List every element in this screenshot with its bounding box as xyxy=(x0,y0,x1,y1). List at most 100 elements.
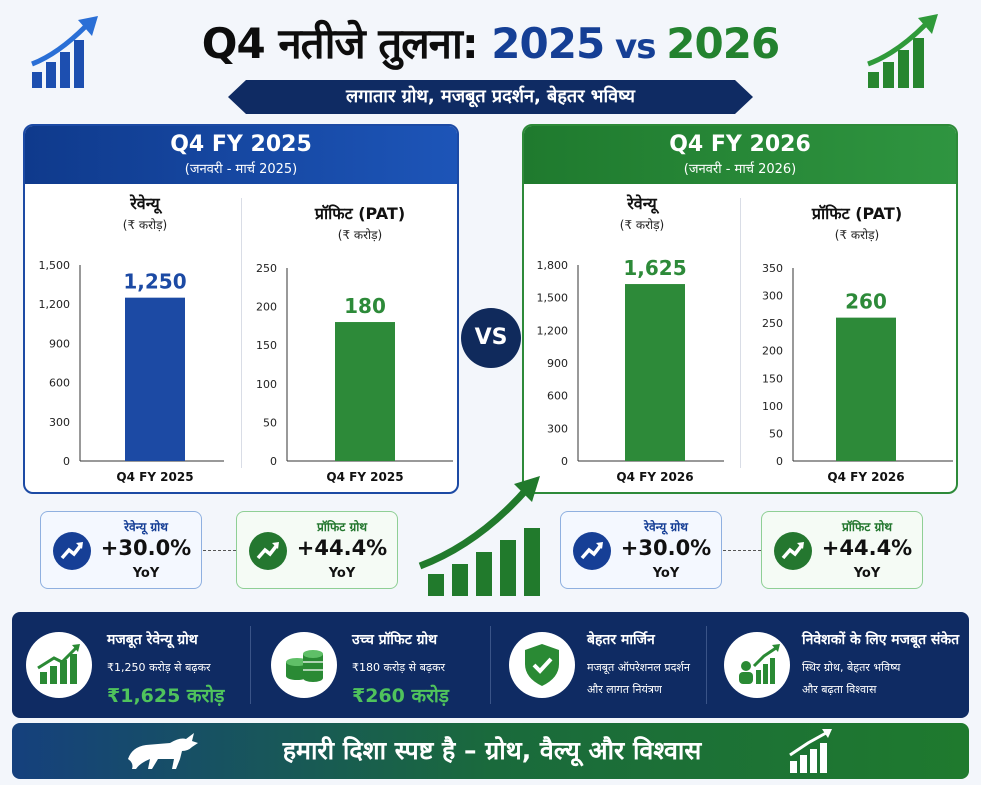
y-tick-label: 1,500 xyxy=(39,259,71,272)
y-tick-label: 100 xyxy=(256,378,277,391)
feature-value: ₹1,625 करोड़ xyxy=(107,685,225,707)
y-tick-label: 50 xyxy=(769,427,783,440)
bar-value-label: 180 xyxy=(344,294,386,318)
feature-profit-growth: उच्च प्रॉफिट ग्रोथ ₹180 करोड़ से बढ़कर ₹… xyxy=(257,612,492,718)
growth-chart-icon xyxy=(789,729,832,773)
connector-line xyxy=(203,550,236,551)
profit-chart-title: प्रॉफिट (PAT) xyxy=(811,204,903,223)
growth-suffix: YoY xyxy=(652,566,680,581)
growth-label: प्रॉफिट ग्रोथ xyxy=(316,520,368,534)
panel-title: Q4 FY 2025 xyxy=(170,132,312,157)
panel-header: Q4 FY 2025 (जनवरी - मार्च 2025) xyxy=(25,126,457,184)
y-tick-label: 900 xyxy=(49,337,70,350)
feature-better-margin: बेहतर मार्जिन मजबूत ऑपरेशनल प्रदर्शन और … xyxy=(495,612,705,718)
shield-check-icon xyxy=(509,632,575,698)
growth-suffix: YoY xyxy=(328,566,356,581)
blue-growth-chart-icon xyxy=(31,16,98,88)
growth-suffix: YoY xyxy=(132,566,160,581)
growth-value: +30.0% xyxy=(620,536,712,560)
panel-fy2025: Q4 FY 2025 (जनवरी - मार्च 2025) रेवेन्यू… xyxy=(23,124,459,494)
y-tick-label: 900 xyxy=(547,357,568,370)
y-tick-label: 250 xyxy=(256,262,277,275)
feature-line: स्थिर ग्रोथ, बेहतर भविष्य xyxy=(802,661,901,674)
feature-title: मजबूत रेवेन्यू ग्रोथ xyxy=(107,632,198,648)
y-tick-label: 200 xyxy=(256,301,277,314)
y-tick-label: 300 xyxy=(762,290,783,303)
vs-badge: VS xyxy=(461,308,521,368)
profit-growth-card-2026: प्रॉफिट ग्रोथ +44.4% YoY xyxy=(761,511,923,589)
separator xyxy=(250,626,251,704)
revenue-growth-card-2026: रेवेन्यू ग्रोथ +30.0% YoY xyxy=(560,511,722,589)
footer-text: हमारी दिशा स्पष्ट है – ग्रोथ, वैल्यू और … xyxy=(282,736,702,765)
feature-line: मजबूत ऑपरेशनल प्रदर्शन xyxy=(587,661,691,674)
y-tick-label: 350 xyxy=(762,262,783,275)
page-title: Q4 नतीजे तुलना: 2025 vs 2026 xyxy=(0,14,981,71)
title-year-2025: 2025 xyxy=(491,19,605,68)
title-text: Q4 नतीजे तुलना: xyxy=(201,19,492,68)
profit-growth-card-2025: प्रॉफिट ग्रोथ +44.4% YoY xyxy=(236,511,398,589)
feature-title: निवेशकों के लिए मजबूत संकेत xyxy=(802,632,960,648)
feature-title: बेहतर मार्जिन xyxy=(587,632,655,648)
revenue-growth-card-2025: रेवेन्यू ग्रोथ +30.0% YoY xyxy=(40,511,202,589)
y-tick-label: 1,500 xyxy=(537,292,569,305)
trend-up-icon xyxy=(573,532,611,570)
feature-line: ₹1,250 करोड़ से बढ़कर xyxy=(107,661,211,674)
green-growth-chart-icon xyxy=(867,14,938,88)
trend-up-icon xyxy=(53,532,91,570)
x-category-label: Q4 FY 2025 xyxy=(116,470,193,484)
growth-label: रेवेन्यू ग्रोथ xyxy=(644,520,688,534)
y-tick-label: 300 xyxy=(49,416,70,429)
bar-value-label: 1,250 xyxy=(123,270,186,294)
profit-chart-unit: (₹ करोड़) xyxy=(834,228,880,242)
revenue-chart-title: रेवेन्यू xyxy=(130,194,160,213)
y-tick-label: 300 xyxy=(547,422,568,435)
y-tick-label: 150 xyxy=(256,339,277,352)
y-tick-label: 0 xyxy=(270,455,277,468)
profit-chart-unit: (₹ करोड़) xyxy=(337,228,383,242)
bar xyxy=(125,297,185,461)
x-category-label: Q4 FY 2026 xyxy=(827,470,904,484)
title-year-2026: 2026 xyxy=(666,19,780,68)
growth-label: रेवेन्यू ग्रोथ xyxy=(124,520,168,534)
separator xyxy=(490,626,491,704)
feature-line-2: और बढ़ता विश्वास xyxy=(802,683,877,696)
bar xyxy=(335,322,395,461)
profit-chart-title: प्रॉफिट (PAT) xyxy=(314,204,406,223)
y-tick-label: 1,200 xyxy=(537,324,569,337)
bar-growth-icon xyxy=(26,632,92,698)
y-tick-label: 600 xyxy=(49,377,70,390)
bar-value-label: 260 xyxy=(845,290,887,314)
coins-icon xyxy=(271,632,337,698)
separator xyxy=(706,626,707,704)
y-tick-label: 50 xyxy=(263,416,277,429)
y-tick-label: 0 xyxy=(776,455,783,468)
feature-investor-signal: निवेशकों के लिए मजबूत संकेत स्थिर ग्रोथ,… xyxy=(710,612,969,718)
feature-revenue-growth: मजबूत रेवेन्यू ग्रोथ ₹1,250 करोड़ से बढ़… xyxy=(12,612,247,718)
title-vs: vs xyxy=(604,27,667,67)
investors-icon xyxy=(724,632,790,698)
growth-value: +30.0% xyxy=(100,536,192,560)
subtitle-ribbon: लगातार ग्रोथ, मजबूत प्रदर्शन, बेहतर भविष… xyxy=(228,80,753,114)
subtitle: लगातार ग्रोथ, मजबूत प्रदर्शन, बेहतर भविष… xyxy=(346,86,635,107)
growth-value: +44.4% xyxy=(821,536,913,560)
y-tick-label: 200 xyxy=(762,345,783,358)
y-tick-label: 1,200 xyxy=(39,298,71,311)
center-growth-arrow-icon xyxy=(418,476,540,596)
feature-line-2: और लागत नियंत्रण xyxy=(587,683,662,696)
y-tick-label: 100 xyxy=(762,400,783,413)
footer-banner: हमारी दिशा स्पष्ट है – ग्रोथ, वैल्यू और … xyxy=(12,723,969,779)
bar xyxy=(836,317,896,461)
x-category-label: Q4 FY 2026 xyxy=(616,470,693,484)
y-tick-label: 0 xyxy=(63,455,70,468)
divider xyxy=(241,198,242,468)
panel-title: Q4 FY 2026 xyxy=(669,132,811,157)
bar xyxy=(625,284,685,461)
revenue-chart-unit: (₹ करोड़) xyxy=(619,218,665,232)
revenue-chart-title: रेवेन्यू xyxy=(627,194,657,213)
feature-line: ₹180 करोड़ से बढ़कर xyxy=(352,661,446,674)
y-tick-label: 150 xyxy=(762,372,783,385)
revenue-chart-unit: (₹ करोड़) xyxy=(122,218,168,232)
bull-icon xyxy=(128,733,198,769)
growth-suffix: YoY xyxy=(853,566,881,581)
